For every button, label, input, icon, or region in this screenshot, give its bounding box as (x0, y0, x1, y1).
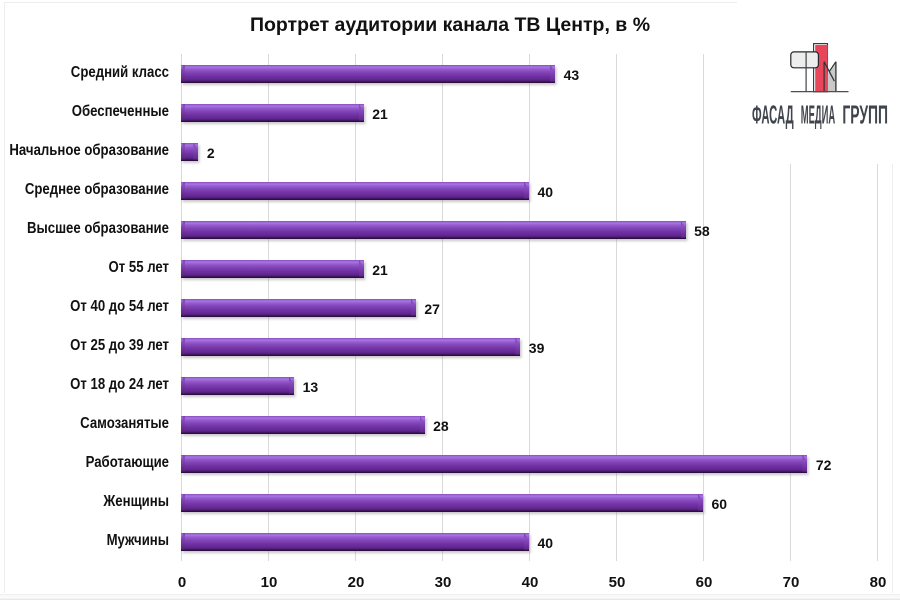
svg-text:МЕДИА: МЕДИА (801, 99, 835, 129)
svg-text:ФАСАД: ФАСАД (752, 99, 794, 129)
svg-text:ГРУПП: ГРУПП (842, 99, 888, 129)
